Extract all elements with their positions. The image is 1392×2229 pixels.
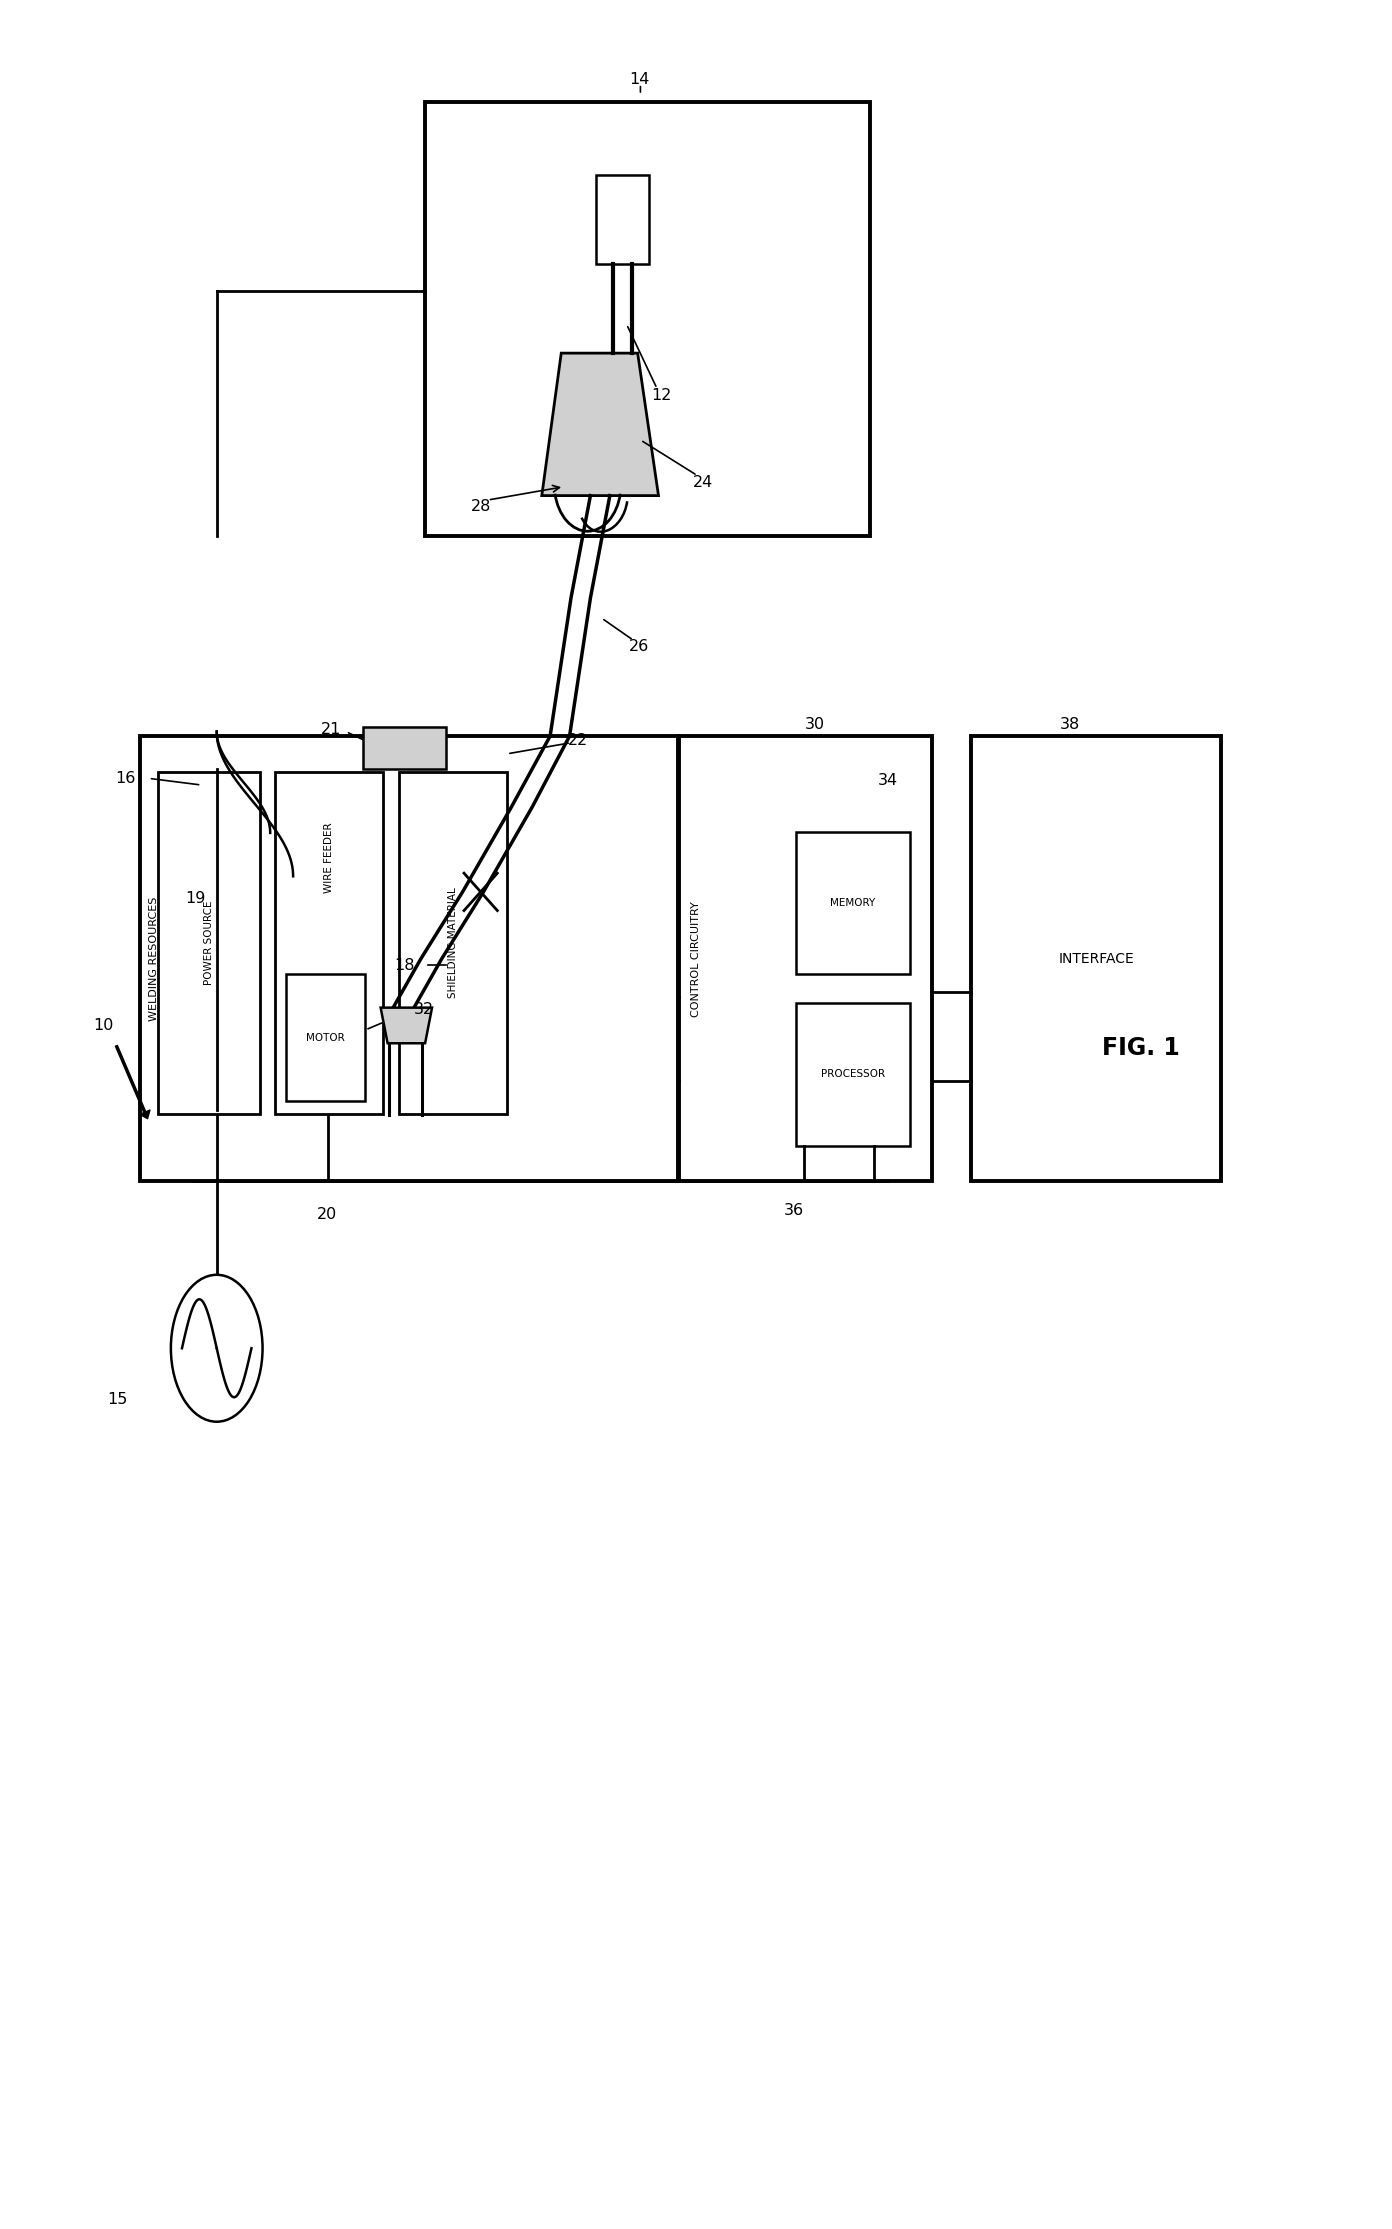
Text: SHIELDING MATERIAL: SHIELDING MATERIAL	[448, 887, 458, 999]
Text: FIG. 1: FIG. 1	[1101, 1036, 1179, 1059]
Text: 30: 30	[805, 718, 824, 733]
Text: INTERFACE: INTERFACE	[1058, 952, 1134, 965]
Text: 18: 18	[394, 958, 415, 972]
Bar	[796, 1003, 910, 1146]
Bar	[972, 736, 1221, 1181]
Bar	[159, 771, 260, 1114]
Bar	[425, 103, 870, 535]
Text: 28: 28	[470, 499, 491, 515]
Text: CONTROL CIRCUITRY: CONTROL CIRCUITRY	[690, 901, 702, 1016]
Bar	[679, 736, 933, 1181]
Text: 10: 10	[93, 1019, 114, 1032]
Polygon shape	[380, 1008, 432, 1043]
Text: 32: 32	[413, 1003, 434, 1016]
Bar	[596, 176, 649, 263]
FancyArrowPatch shape	[116, 1045, 150, 1119]
Bar	[796, 831, 910, 974]
Text: POWER SOURCE: POWER SOURCE	[205, 901, 214, 985]
Text: MOTOR: MOTOR	[306, 1032, 345, 1043]
Polygon shape	[541, 352, 658, 495]
Bar	[362, 727, 445, 769]
Text: 15: 15	[107, 1391, 127, 1406]
Text: PROCESSOR: PROCESSOR	[821, 1070, 885, 1079]
Text: 24: 24	[693, 475, 714, 490]
Text: 22: 22	[568, 733, 589, 749]
Text: 36: 36	[784, 1204, 803, 1217]
Text: MEMORY: MEMORY	[831, 898, 876, 907]
FancyArrowPatch shape	[490, 486, 560, 499]
Text: 12: 12	[651, 388, 672, 403]
Text: 34: 34	[878, 773, 898, 789]
Text: 21: 21	[322, 722, 341, 738]
Text: 20: 20	[317, 1208, 337, 1221]
Text: 14: 14	[629, 71, 650, 87]
Bar	[398, 771, 507, 1114]
Text: 26: 26	[629, 640, 650, 655]
Text: 38: 38	[1059, 718, 1080, 733]
Bar	[287, 974, 365, 1101]
Bar	[276, 771, 383, 1114]
Text: 19: 19	[185, 892, 205, 905]
Bar	[141, 736, 678, 1181]
Text: WIRE FEEDER: WIRE FEEDER	[324, 823, 334, 892]
Circle shape	[171, 1275, 263, 1422]
Text: 16: 16	[116, 771, 135, 787]
Text: WELDING RESOURCES: WELDING RESOURCES	[149, 896, 159, 1021]
